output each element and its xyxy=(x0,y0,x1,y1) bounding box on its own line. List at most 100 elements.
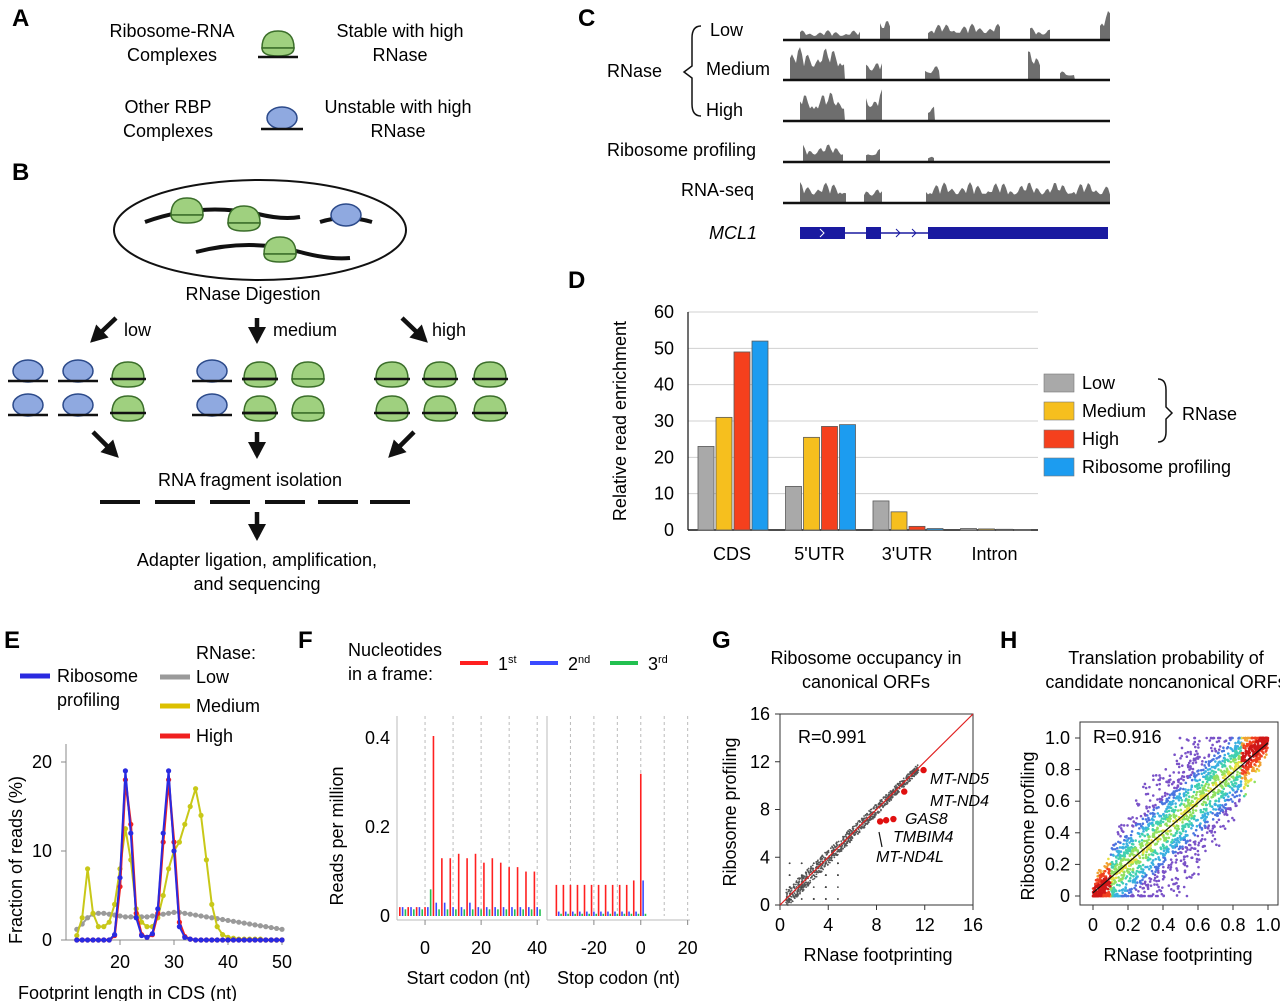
scatter-point xyxy=(1218,811,1222,815)
scatter-point xyxy=(1222,749,1226,753)
scatter-point xyxy=(1151,893,1155,896)
scatter-point xyxy=(1155,783,1159,787)
scatter-point xyxy=(1184,751,1187,755)
condition-medium: medium xyxy=(273,320,337,340)
scatter-point xyxy=(1132,849,1135,853)
scatter-point xyxy=(848,831,851,834)
scatter-point xyxy=(885,796,888,799)
scatter-point xyxy=(1193,753,1197,757)
scatter-point xyxy=(1166,866,1170,869)
scatter-point xyxy=(1157,871,1160,874)
scatter-point xyxy=(789,887,792,890)
scatter-point xyxy=(797,893,799,896)
scatter-point xyxy=(1217,748,1221,751)
scatter-point xyxy=(1134,799,1138,802)
scatter-point xyxy=(1138,822,1142,826)
ribosome-large-subunit xyxy=(263,236,297,255)
scatter-point xyxy=(1210,749,1214,753)
bar-ribosome-profiling xyxy=(926,528,944,531)
scatter-point xyxy=(837,874,839,877)
scatter-point xyxy=(1194,761,1198,764)
scatter-point xyxy=(1151,872,1155,875)
x-tick-label: 8 xyxy=(871,915,881,935)
scatter-point xyxy=(1171,850,1175,853)
scatter-point xyxy=(1178,792,1182,796)
series-point xyxy=(144,934,150,940)
scatter-point xyxy=(1152,818,1155,822)
scatter-point xyxy=(790,898,793,901)
scatter-point xyxy=(1207,824,1211,828)
scatter-point xyxy=(1174,843,1177,847)
panel-label-b: B xyxy=(12,159,29,186)
ribosome-large-subunit xyxy=(243,395,277,414)
series-point xyxy=(203,914,209,920)
scatter-point xyxy=(1131,816,1134,819)
rbp-icon xyxy=(62,359,94,383)
series-point xyxy=(112,901,118,908)
scatter-point xyxy=(1197,746,1200,749)
ribosome-icon xyxy=(227,205,261,232)
scatter-point xyxy=(1163,791,1167,795)
scatter-point xyxy=(800,862,803,865)
scatter-point xyxy=(1204,766,1208,770)
ribosome-small-subunit xyxy=(243,412,277,422)
bar-high xyxy=(821,426,838,531)
scatter-point xyxy=(1212,790,1215,794)
legend-frame-sup: st xyxy=(508,654,517,666)
scatter-point xyxy=(1158,787,1161,791)
scatter-point xyxy=(794,883,797,886)
scatter-point xyxy=(831,849,834,852)
scatter-point xyxy=(1225,746,1229,750)
scatter-point xyxy=(1147,894,1150,898)
scatter-point xyxy=(853,834,855,836)
scatter-point xyxy=(1217,844,1221,847)
scatter-point xyxy=(1187,843,1191,847)
x-tick-label: 20 xyxy=(678,938,698,958)
scatter-point xyxy=(807,883,810,886)
scatter-point xyxy=(1143,782,1147,786)
scatter-point xyxy=(1214,781,1218,785)
scatter-point xyxy=(1180,754,1183,758)
scatter-point xyxy=(1203,812,1207,815)
scatter-point xyxy=(1191,767,1195,771)
scatter-point xyxy=(1154,851,1157,855)
series-point xyxy=(101,937,107,943)
scatter-point xyxy=(1203,824,1207,828)
arrow-head xyxy=(100,439,119,458)
scatter-point xyxy=(1191,794,1195,798)
scatter-point xyxy=(1192,847,1196,850)
coverage-peak xyxy=(866,89,882,121)
scatter-point xyxy=(1134,872,1138,875)
scatter-point xyxy=(1119,834,1122,838)
scatter-point xyxy=(850,838,852,841)
scatter-point xyxy=(898,784,901,787)
scatter-point xyxy=(1228,791,1232,794)
series-point xyxy=(257,923,263,929)
scatter-point xyxy=(1227,795,1230,798)
scatter-point xyxy=(1208,767,1212,771)
series-point xyxy=(193,786,199,792)
scatter-point xyxy=(1189,765,1192,768)
y-tick-label: 40 xyxy=(654,375,674,395)
medium-arrow-icon xyxy=(248,318,266,344)
scatter-points xyxy=(1091,736,1270,898)
scatter-point xyxy=(1164,768,1168,771)
scatter-point xyxy=(1203,756,1206,760)
scatter-point xyxy=(1197,865,1200,869)
scatter-point xyxy=(896,783,899,786)
scatter-point xyxy=(1127,879,1131,883)
scatter-point xyxy=(1141,856,1145,860)
scatter-point xyxy=(795,895,798,897)
x-tick-label: 0 xyxy=(420,938,430,958)
scatter-point xyxy=(1257,760,1261,764)
cell-lysate-ellipse xyxy=(113,179,407,281)
stop-codon-subplot: -20 0 20 Stop codon (nt) xyxy=(546,716,698,988)
scatter-point xyxy=(1153,812,1156,816)
scatter-point xyxy=(895,784,897,787)
scatter-point xyxy=(790,889,793,891)
bar-medium xyxy=(715,416,733,531)
scatter-point xyxy=(813,877,816,880)
scatter-point xyxy=(1162,777,1165,780)
scatter-point xyxy=(1202,791,1205,795)
scatter-point xyxy=(1167,779,1171,782)
